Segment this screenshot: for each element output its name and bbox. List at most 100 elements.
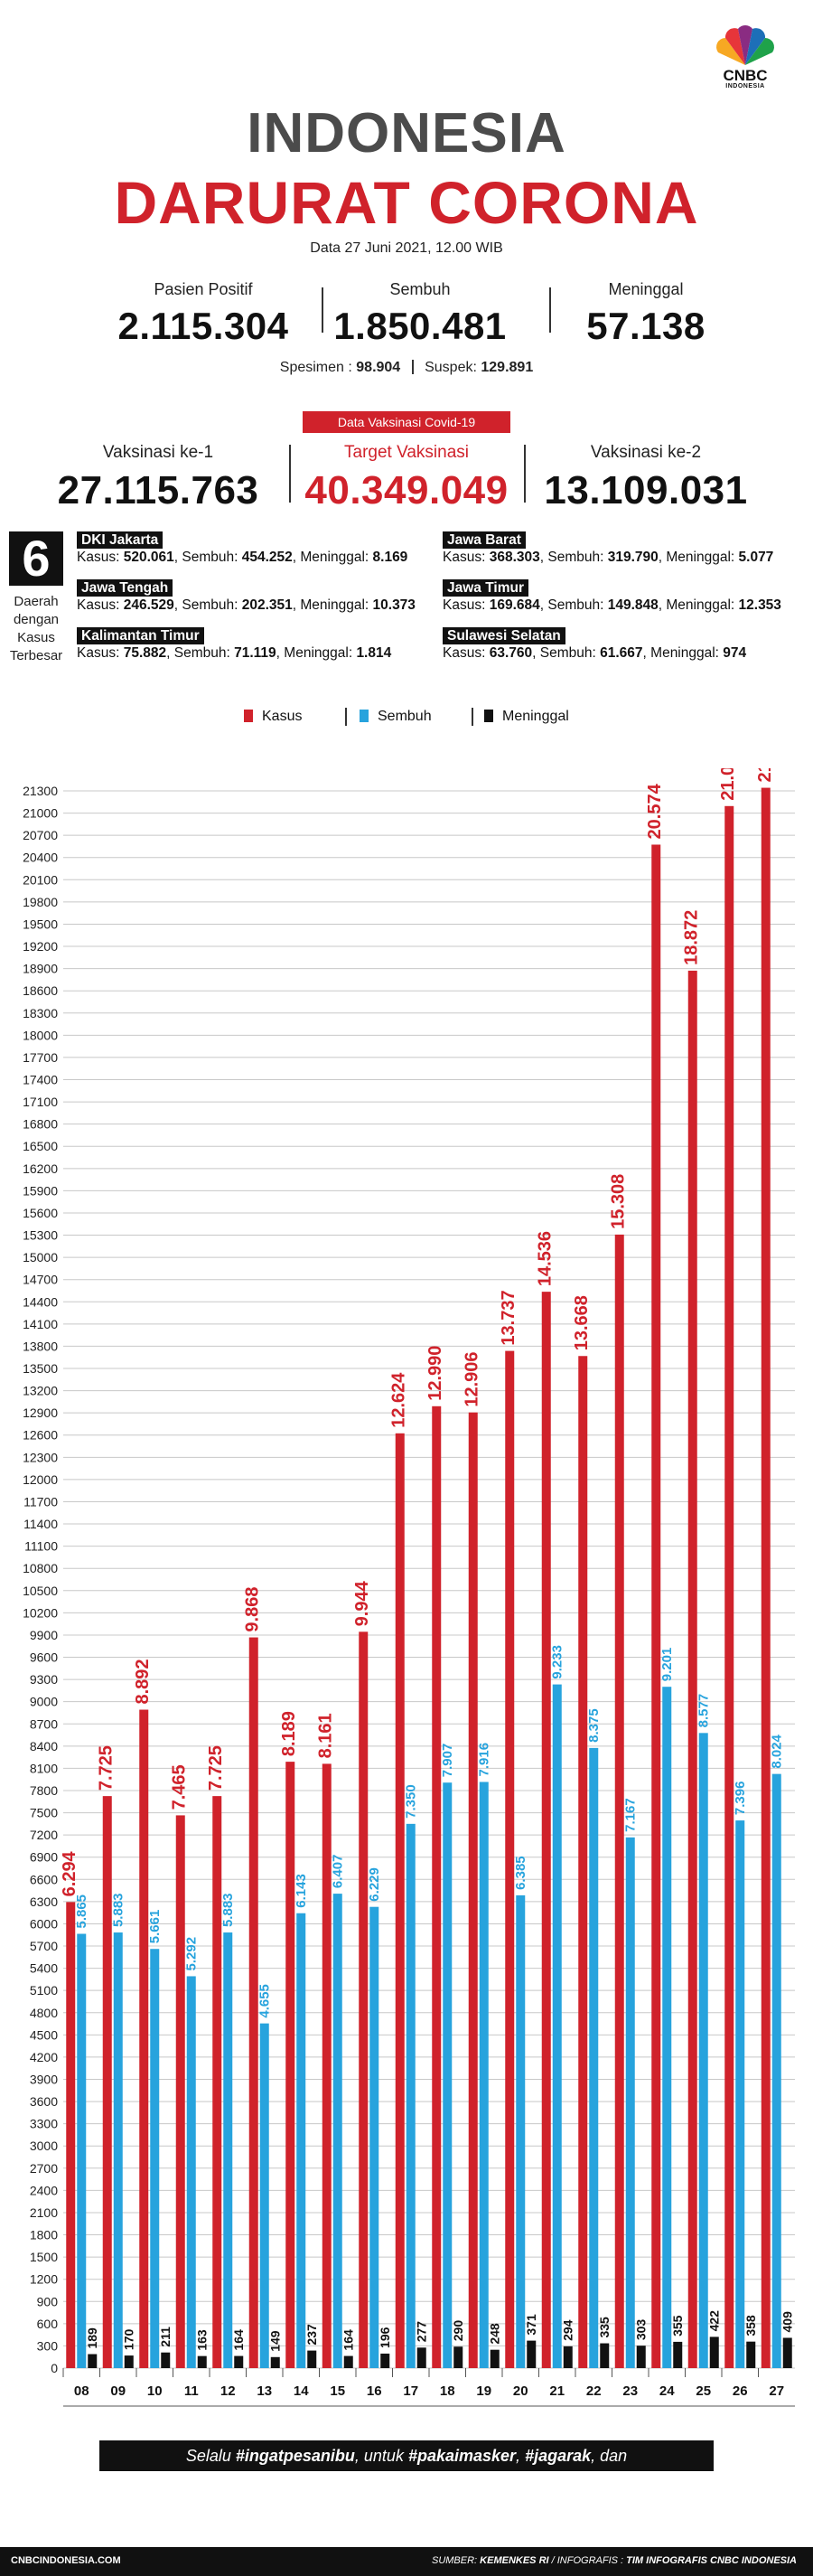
bar-sembuh xyxy=(113,1932,123,2368)
kasus-label: Kasus: xyxy=(77,550,120,565)
bar-kasus xyxy=(614,1234,624,2368)
x-tick-label: 19 xyxy=(476,2383,491,2399)
infographic-value: TIM INFOGRAFIS CNBC INDONESIA xyxy=(626,2555,797,2566)
bar-chart: 0 300 600 900 1200 1500 1800 2100 2400 2700 3000 33… xyxy=(23,768,795,2407)
stat-value: 1.850.481 xyxy=(333,305,507,347)
data-label-meninggal: 237 xyxy=(304,2324,319,2346)
y-tick-label: 21000 xyxy=(23,806,58,821)
data-label-sembuh: 8.024 xyxy=(770,1734,785,1768)
data-label-sembuh: 5.883 xyxy=(220,1893,236,1927)
bar-kasus xyxy=(541,1292,551,2368)
y-tick-label: 6300 xyxy=(30,1894,58,1909)
data-label-meninggal: 355 xyxy=(670,2315,685,2336)
data-label-kasus: 8.161 xyxy=(316,1713,336,1758)
bar-meninggal xyxy=(197,2355,207,2368)
caption-line: dengan xyxy=(13,612,60,627)
bar-meninggal xyxy=(600,2343,610,2368)
y-tick-label: 10500 xyxy=(23,1584,58,1598)
data-label-kasus: 12.990 xyxy=(425,1346,445,1401)
y-tick-label: 18300 xyxy=(23,1006,58,1020)
y-tick-label: 20400 xyxy=(23,851,58,865)
data-label-kasus: 15.308 xyxy=(609,1174,629,1229)
bar-sembuh xyxy=(186,1976,196,2368)
region-stats: Kasus: 63.760, Sembuh: 61.667, Meninggal… xyxy=(443,645,747,661)
data-label-sembuh: 7.167 xyxy=(623,1798,639,1832)
sembuh-value: 71.119 xyxy=(234,645,276,661)
bar-kasus xyxy=(687,970,697,2368)
meninggal-label: Meninggal: xyxy=(650,645,719,661)
meninggal-label: Meninggal: xyxy=(284,645,353,661)
bar-kasus xyxy=(432,1406,442,2368)
y-tick-label: 8100 xyxy=(30,1761,58,1775)
data-label-sembuh: 9.233 xyxy=(550,1645,565,1679)
bar-meninggal xyxy=(416,2347,426,2368)
x-tick-label: 15 xyxy=(330,2383,345,2399)
meninggal-label: Meninggal: xyxy=(666,597,735,613)
y-tick-label: 7500 xyxy=(30,1806,58,1820)
legend-label: Meninggal xyxy=(502,709,569,724)
y-tick-label: 14700 xyxy=(23,1273,58,1287)
bar-kasus xyxy=(175,1815,185,2368)
y-tick-label: 7800 xyxy=(30,1783,58,1798)
data-label-meninggal: 196 xyxy=(378,2327,392,2348)
data-label-sembuh: 9.201 xyxy=(659,1648,675,1682)
caption-line: Kasus xyxy=(17,630,55,645)
y-tick-label: 17700 xyxy=(23,1050,58,1065)
bar-meninggal xyxy=(782,2337,792,2368)
x-tick-label: 20 xyxy=(513,2383,528,2399)
region-name: Jawa Tengah xyxy=(77,579,173,597)
region-stats: Kasus: 169.684, Sembuh: 149.848, Meningg… xyxy=(443,597,781,613)
bar-sembuh xyxy=(443,1782,453,2368)
data-label-meninggal: 277 xyxy=(415,2321,429,2343)
data-label-sembuh: 6.143 xyxy=(294,1874,309,1908)
legend-kasus: Kasus xyxy=(244,708,302,726)
sembuh-value: 61.667 xyxy=(600,645,643,661)
data-label-kasus: 12.906 xyxy=(463,1352,482,1407)
x-tick-label: 27 xyxy=(769,2383,784,2399)
data-label-kasus: 20.574 xyxy=(645,783,665,839)
y-tick-label: 14100 xyxy=(23,1317,58,1331)
y-tick-label: 17100 xyxy=(23,1095,58,1109)
stat-label: Sembuh xyxy=(389,280,451,298)
bar-sembuh xyxy=(698,1733,708,2368)
data-label-meninggal: 358 xyxy=(743,2315,758,2336)
y-tick-label: 4800 xyxy=(30,2006,58,2020)
logo-brand: CNBC xyxy=(723,67,768,84)
sembuh-label: Sembuh: xyxy=(547,597,604,613)
stat-label: Meninggal xyxy=(608,280,684,298)
banner-text: , xyxy=(516,2447,526,2465)
data-label-meninggal: 248 xyxy=(488,2323,502,2345)
vaccine-label: Vaksinasi ke-2 xyxy=(590,443,702,462)
data-label-kasus: 6.294 xyxy=(60,1850,79,1896)
data-label-kasus: 14.536 xyxy=(536,1231,556,1286)
meninggal-label: Meninggal: xyxy=(666,550,735,565)
bar-kasus xyxy=(395,1433,405,2368)
kasus-value: 75.882 xyxy=(123,645,167,661)
bar-meninggal xyxy=(124,2355,134,2368)
bar-sembuh xyxy=(77,1933,87,2368)
y-tick-label: 15300 xyxy=(23,1228,58,1243)
data-label-kasus: 7.725 xyxy=(206,1745,226,1791)
bar-kasus xyxy=(359,1631,369,2368)
bar-meninggal xyxy=(746,2341,756,2368)
x-tick-label: 12 xyxy=(220,2383,236,2399)
region-stats: Kasus: 520.061, Sembuh: 454.252, Meningg… xyxy=(77,550,408,565)
data-date: Data 27 Juni 2021, 12.00 WIB xyxy=(310,240,503,256)
bar-meninggal xyxy=(343,2355,353,2368)
kasus-label: Kasus: xyxy=(77,645,120,661)
bar-kasus xyxy=(724,805,734,2368)
x-tick-label: 25 xyxy=(696,2383,711,2399)
sembuh-value: 149.848 xyxy=(607,597,659,613)
region-name: Sulawesi Selatan xyxy=(443,627,565,644)
bar-kasus xyxy=(212,1796,222,2368)
bar-meninggal xyxy=(673,2341,683,2368)
data-label-meninggal: 303 xyxy=(634,2319,649,2341)
legend-swatch xyxy=(484,710,493,722)
bar-kasus xyxy=(322,1763,332,2368)
bar-kasus xyxy=(651,844,661,2368)
bar-sembuh xyxy=(406,1823,416,2368)
suspect-value: 129.891 xyxy=(481,360,534,375)
meninggal-value: 8.169 xyxy=(372,550,408,565)
data-label-meninggal: 189 xyxy=(85,2327,99,2349)
kasus-label: Kasus: xyxy=(443,550,486,565)
